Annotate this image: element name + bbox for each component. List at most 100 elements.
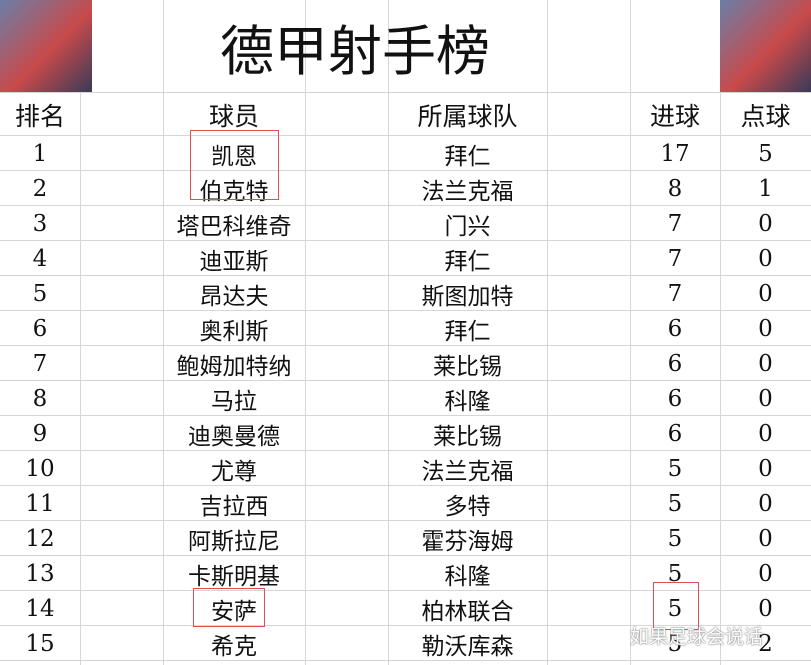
rank: 6 <box>32 315 48 342</box>
grid-line <box>0 415 811 416</box>
penalties: 0 <box>758 385 773 412</box>
player: 迪亚斯 <box>199 248 269 275</box>
grid-line <box>0 135 811 136</box>
rank: 4 <box>32 245 48 272</box>
column-header: 点球 <box>740 102 791 131</box>
grid-line <box>305 0 306 665</box>
team: 莱比锡 <box>433 423 502 450</box>
team: 拜仁 <box>444 143 491 170</box>
grid-line <box>0 205 811 206</box>
player: 迪奥曼德 <box>188 423 280 450</box>
highlight-box <box>193 588 265 627</box>
goals: 7 <box>667 245 683 272</box>
grid-line <box>80 0 81 665</box>
column-header: 球员 <box>208 102 259 131</box>
player: 奥利斯 <box>199 318 269 345</box>
grid-line <box>0 345 811 346</box>
team: 法兰克福 <box>421 458 514 485</box>
team: 勒沃库森 <box>421 633 514 660</box>
grid-line <box>0 310 811 311</box>
grid-line <box>0 240 811 241</box>
rank: 5 <box>32 280 48 307</box>
goals: 5 <box>667 525 683 552</box>
rank: 8 <box>32 385 48 412</box>
team: 科隆 <box>444 388 491 415</box>
rank: 9 <box>32 420 48 447</box>
image-right <box>720 0 811 92</box>
team: 柏林联合 <box>421 598 514 625</box>
goals: 7 <box>667 280 683 307</box>
penalties: 0 <box>758 525 773 552</box>
grid-line <box>720 0 721 665</box>
player: 伯克特 <box>199 178 269 205</box>
penalties: 0 <box>758 280 773 307</box>
goals: 6 <box>667 315 683 342</box>
rank: 2 <box>32 175 48 202</box>
goals: 8 <box>667 175 683 202</box>
penalties: 0 <box>758 245 773 272</box>
team: 门兴 <box>444 213 491 240</box>
highlight-box <box>653 582 699 630</box>
team: 法兰克福 <box>421 178 514 205</box>
goals: 5 <box>667 490 683 517</box>
penalties: 0 <box>758 315 773 342</box>
player: 昂达夫 <box>199 283 269 310</box>
penalties: 0 <box>758 560 773 587</box>
goals: 7 <box>667 210 683 237</box>
grid-line <box>0 275 811 276</box>
column-header: 所属球队 <box>417 102 518 131</box>
penalties: 5 <box>758 140 773 167</box>
rank: 14 <box>25 595 55 622</box>
rank: 12 <box>25 525 55 552</box>
goals: 6 <box>667 385 683 412</box>
penalties: 0 <box>758 490 773 517</box>
penalties: 2 <box>758 630 773 657</box>
title: 德甲射手榜 <box>220 19 490 83</box>
grid-line <box>0 555 811 556</box>
goals: 17 <box>660 140 690 167</box>
rank: 1 <box>32 140 48 167</box>
team: 科隆 <box>444 563 491 590</box>
rank: 11 <box>25 490 55 517</box>
rank: 10 <box>25 455 55 482</box>
goals: 5 <box>667 455 683 482</box>
player: 吉拉西 <box>199 493 269 520</box>
player: 阿斯拉尼 <box>188 528 280 555</box>
team: 拜仁 <box>444 318 491 345</box>
column-header: 进球 <box>649 102 700 131</box>
penalties: 0 <box>758 350 773 377</box>
rank: 13 <box>25 560 55 587</box>
grid-line <box>0 520 811 521</box>
grid-line <box>0 485 811 486</box>
player: 塔巴科维奇 <box>176 213 292 240</box>
penalties: 1 <box>758 175 773 202</box>
goals: 6 <box>667 420 683 447</box>
team: 霍芬海姆 <box>421 528 514 555</box>
penalties: 0 <box>758 420 773 447</box>
penalties: 0 <box>758 595 773 622</box>
team: 斯图加特 <box>421 283 514 310</box>
goals: 6 <box>667 350 683 377</box>
highlight-box <box>190 130 279 200</box>
player: 马拉 <box>211 388 257 415</box>
rank: 7 <box>32 350 48 377</box>
rank: 3 <box>32 210 48 237</box>
player: 凯恩 <box>211 143 257 170</box>
grid-line <box>0 92 811 93</box>
grid-line <box>163 0 164 665</box>
player: 尤尊 <box>211 458 257 485</box>
grid-line <box>547 0 548 665</box>
penalties: 0 <box>758 455 773 482</box>
team: 莱比锡 <box>433 353 502 380</box>
team: 拜仁 <box>444 248 491 275</box>
grid-line <box>0 450 811 451</box>
goals: 5 <box>667 630 683 657</box>
goals: 5 <box>667 595 683 622</box>
rank: 15 <box>25 630 55 657</box>
grid-line <box>0 380 811 381</box>
goals: 5 <box>667 560 683 587</box>
player: 安萨 <box>211 598 257 625</box>
grid-line <box>0 625 811 626</box>
player: 卡斯明基 <box>188 563 280 590</box>
